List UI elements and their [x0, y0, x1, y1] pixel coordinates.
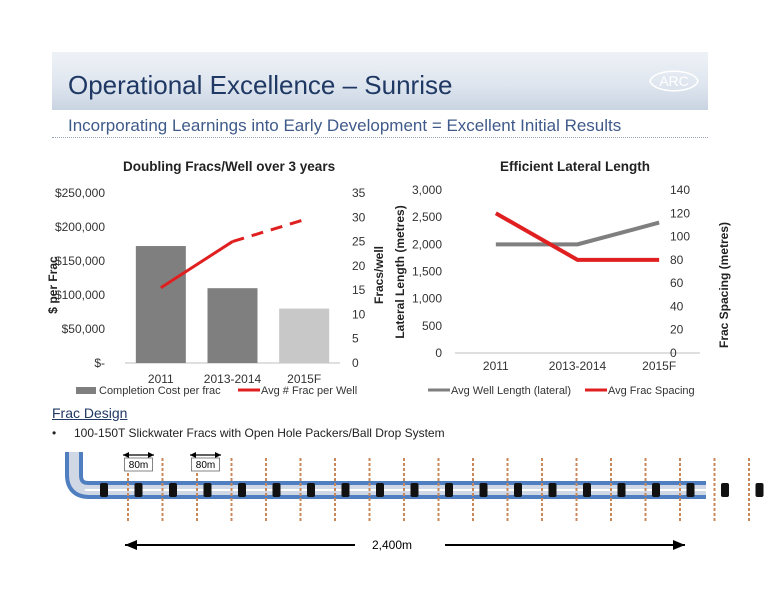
company-logo: ARC: [649, 70, 699, 92]
open-hole-packer: [169, 483, 177, 497]
chart1-y-axis-label: $ per Frac: [46, 256, 60, 314]
chart2-legend-label: Avg Frac Spacing: [608, 385, 695, 397]
chart1-bar: [135, 246, 186, 363]
chart2-y-tick: 1,000: [412, 292, 442, 306]
page-title: Operational Excellence – Sunrise: [68, 70, 453, 100]
chart1-legend-label: Completion Cost per frac: [99, 385, 221, 397]
open-hole-packer: [583, 483, 591, 497]
chart1-bar: [207, 288, 258, 363]
chart1-y2-tick: 10: [352, 307, 366, 321]
chart2-y-axis-label: Lateral Length (metres): [393, 205, 407, 338]
chart1-x-tick: 2015F: [287, 372, 321, 386]
open-hole-packer: [341, 483, 350, 497]
chart2-x-tick: 2015F: [642, 359, 676, 373]
chart2-y-tick: 2,500: [412, 210, 442, 224]
chart2-y2-tick: 120: [670, 206, 690, 220]
chart1-y2-tick: 0: [352, 356, 359, 370]
chart1-line-segment: [160, 240, 234, 289]
chart1-y-tick: $100,000: [55, 288, 105, 302]
subtitle-divider: [52, 137, 708, 138]
chart1-y-tick: $150,000: [55, 254, 105, 268]
chart2-y-tick: 3,000: [412, 183, 442, 197]
title-banner: [52, 52, 708, 110]
chart1-y2-tick: 25: [352, 235, 366, 249]
open-hole-packer: [445, 483, 453, 497]
open-hole-packer: [203, 483, 212, 497]
open-hole-packer: [272, 483, 281, 497]
open-hole-packer: [376, 483, 384, 497]
chart1-legend-swatch: [76, 387, 96, 394]
chart2-y-tick: 1,500: [412, 265, 442, 279]
chart1-x-tick: 2011: [148, 372, 174, 386]
chart2-y-tick: 500: [422, 319, 442, 333]
charts-canvas: $- $50,000 $100,000 $150,000 $200,000 $250,00…: [46, 183, 731, 397]
spacing-label: 80m: [196, 460, 215, 471]
open-hole-packer: [514, 483, 522, 497]
spacing-label: 80m: [129, 460, 148, 471]
spacing-label-box: [191, 457, 220, 472]
chart1-y-tick: $-: [94, 356, 105, 370]
bullet-marker: •: [52, 426, 57, 440]
chart1-y2-tick: 20: [352, 259, 366, 273]
open-hole-packer: [100, 483, 108, 497]
chart2-legend-label: Avg Well Length (lateral): [451, 385, 571, 397]
open-hole-packer: [410, 483, 419, 497]
open-hole-packer: [238, 483, 246, 497]
chart2-y-tick: 2,000: [412, 237, 442, 251]
chart2-x-tick: 2011: [483, 359, 509, 373]
chart2-title: Efficient Lateral Length: [500, 159, 651, 174]
chart1-y2-axis-label: Fracs/well: [372, 246, 386, 304]
frac-design-diagram: 80m 80m 2,400m: [65, 452, 764, 552]
chart1-y2-tick: 35: [352, 186, 366, 200]
chart1-y-tick: $200,000: [55, 220, 105, 234]
chart2-y2-tick: 20: [670, 323, 684, 337]
chart1-y2-tick: 5: [352, 332, 359, 346]
chart1-y-tick: $50,000: [62, 322, 106, 336]
open-hole-packer: [721, 483, 729, 497]
chart1-y2-tick: 30: [352, 210, 366, 224]
section-heading: Frac Design: [52, 405, 128, 421]
chart2-y2-tick: 100: [670, 230, 690, 244]
spacing-label-box: [124, 457, 153, 472]
chart1-y2-tick: 15: [352, 283, 366, 297]
open-hole-packer: [617, 483, 626, 497]
chart1-bar: [279, 308, 330, 363]
open-hole-packer: [652, 483, 660, 497]
chart2-x-tick: 2013-2014: [549, 359, 607, 373]
bullet-text: 100-150T Slickwater Fracs with Open Hole…: [74, 426, 445, 440]
chart2-y-tick: 0: [435, 346, 442, 360]
open-hole-packer: [755, 483, 764, 497]
open-hole-packer: [134, 483, 143, 497]
lateral-length-label: 2,400m: [372, 538, 412, 552]
chart1-line-segment: [232, 218, 305, 244]
bullet-item: • 100-150T Slickwater Fracs with Open Hol…: [52, 426, 445, 440]
length-arrowhead-left: [125, 540, 137, 550]
chart1-legend-label: Avg # Frac per Well: [261, 385, 357, 397]
open-hole-packer: [307, 483, 315, 497]
chart2-y2-tick: 60: [670, 276, 684, 290]
chart2-y2-tick: 140: [670, 183, 690, 197]
chart2-series-line: [494, 211, 660, 262]
chart2-y2-tick: 80: [670, 253, 684, 267]
chart1-y-tick: $250,000: [55, 186, 105, 200]
page-subtitle: Incorporating Learnings into Early Devel…: [68, 116, 622, 135]
chart2-series-line: [495, 220, 660, 247]
chart2-y2-tick: 40: [670, 299, 684, 313]
chart1-title: Doubling Fracs/Well over 3 years: [123, 159, 336, 174]
chart1-x-tick: 2013-2014: [204, 372, 262, 386]
chart2-y2-axis-label: Frac Spacing (metres): [717, 222, 731, 348]
chart2-y2-tick: 0: [670, 346, 677, 360]
length-arrowhead-right: [673, 540, 685, 550]
logo-text: ARC: [659, 73, 689, 89]
open-hole-packer: [479, 483, 488, 497]
open-hole-packer: [548, 483, 557, 497]
open-hole-packer: [686, 483, 695, 497]
